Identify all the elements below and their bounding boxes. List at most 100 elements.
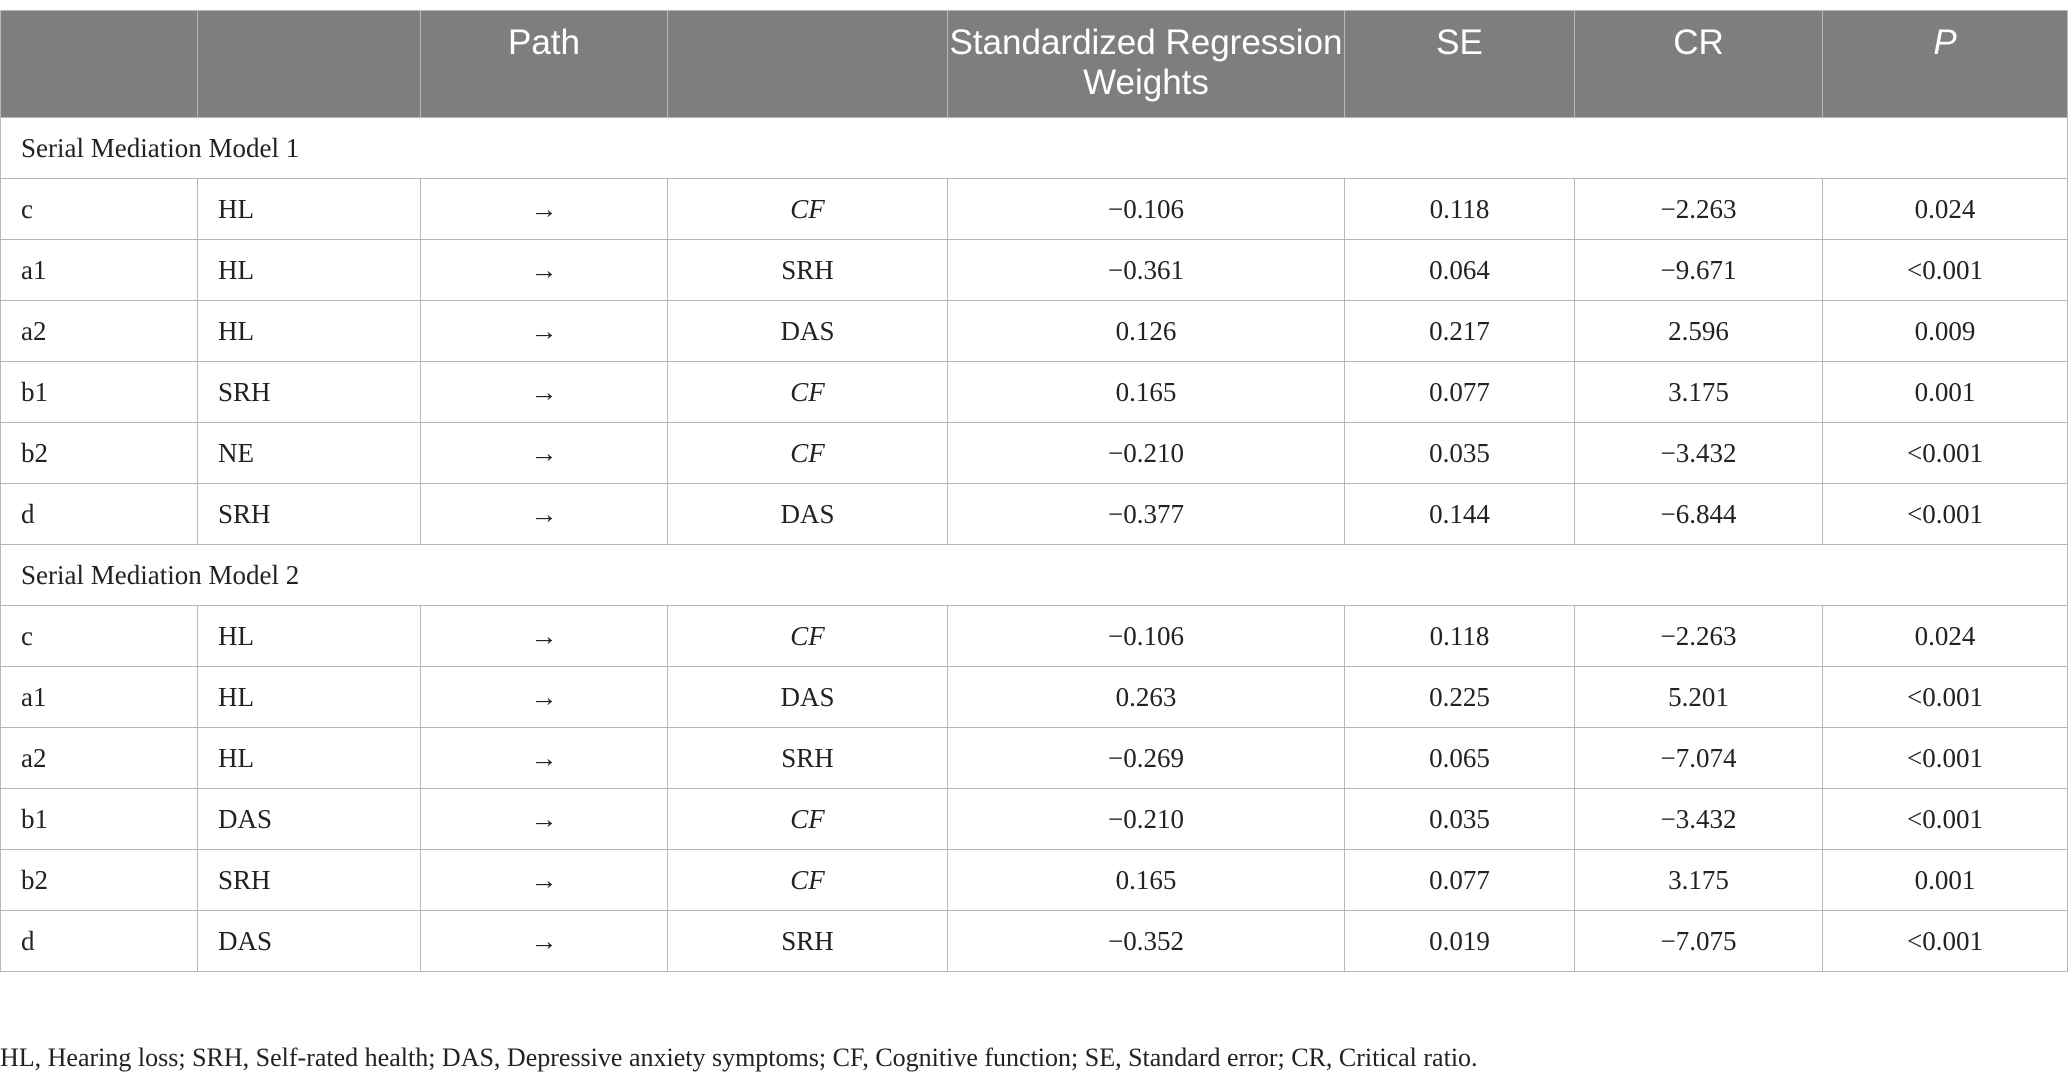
p-cell: <0.001 bbox=[1822, 910, 2068, 972]
results-table: Path Standardized Regression Weights SE … bbox=[0, 10, 2068, 972]
to-variable-cell: DAS bbox=[667, 483, 948, 545]
arrow-cell: → bbox=[420, 605, 668, 667]
table-row: b2 SRH → CF 0.165 0.077 3.175 0.001 bbox=[0, 849, 2068, 911]
path-label-cell: b2 bbox=[0, 422, 198, 484]
section-row-model-2: Serial Mediation Model 2 bbox=[0, 544, 2068, 606]
weight-cell: 0.165 bbox=[947, 849, 1345, 911]
table-row: a2 HL → SRH −0.269 0.065 −7.074 <0.001 bbox=[0, 727, 2068, 789]
arrow-cell: → bbox=[420, 361, 668, 423]
cr-cell: −2.263 bbox=[1574, 178, 1823, 240]
to-variable-cell: DAS bbox=[667, 666, 948, 728]
section-title: Serial Mediation Model 2 bbox=[0, 544, 2068, 606]
cr-cell: −6.844 bbox=[1574, 483, 1823, 545]
weight-cell: −0.210 bbox=[947, 422, 1345, 484]
from-variable-cell: NE bbox=[197, 422, 421, 484]
to-variable-cell: CF bbox=[667, 849, 948, 911]
from-variable-cell: HL bbox=[197, 300, 421, 362]
weight-cell: 0.126 bbox=[947, 300, 1345, 362]
header-cell-to bbox=[667, 10, 948, 118]
weight-cell: −0.361 bbox=[947, 239, 1345, 301]
to-variable-cell: CF bbox=[667, 361, 948, 423]
cr-cell: −3.432 bbox=[1574, 422, 1823, 484]
table-row: c HL → CF −0.106 0.118 −2.263 0.024 bbox=[0, 605, 2068, 667]
from-variable-cell: DAS bbox=[197, 788, 421, 850]
path-label-cell: a1 bbox=[0, 666, 198, 728]
p-cell: <0.001 bbox=[1822, 422, 2068, 484]
table-row: b2 NE → CF −0.210 0.035 −3.432 <0.001 bbox=[0, 422, 2068, 484]
p-cell: <0.001 bbox=[1822, 239, 2068, 301]
arrow-cell: → bbox=[420, 910, 668, 972]
se-cell: 0.035 bbox=[1344, 788, 1575, 850]
from-variable-cell: HL bbox=[197, 239, 421, 301]
section-row-model-1: Serial Mediation Model 1 bbox=[0, 117, 2068, 179]
weight-cell: −0.269 bbox=[947, 727, 1345, 789]
path-label-cell: b1 bbox=[0, 788, 198, 850]
header-cell-from bbox=[197, 10, 421, 118]
p-cell: 0.024 bbox=[1822, 178, 2068, 240]
se-cell: 0.065 bbox=[1344, 727, 1575, 789]
table-row: d DAS → SRH −0.352 0.019 −7.075 <0.001 bbox=[0, 910, 2068, 972]
p-cell: <0.001 bbox=[1822, 666, 2068, 728]
table-row: a2 HL → DAS 0.126 0.217 2.596 0.009 bbox=[0, 300, 2068, 362]
table-row: a1 HL → SRH −0.361 0.064 −9.671 <0.001 bbox=[0, 239, 2068, 301]
to-variable-cell: CF bbox=[667, 788, 948, 850]
cr-cell: 3.175 bbox=[1574, 849, 1823, 911]
se-cell: 0.144 bbox=[1344, 483, 1575, 545]
cr-cell: 2.596 bbox=[1574, 300, 1823, 362]
weight-cell: −0.106 bbox=[947, 178, 1345, 240]
path-label-cell: d bbox=[0, 483, 198, 545]
table-row: d SRH → DAS −0.377 0.144 −6.844 <0.001 bbox=[0, 483, 2068, 545]
path-label-cell: b1 bbox=[0, 361, 198, 423]
table-row: a1 HL → DAS 0.263 0.225 5.201 <0.001 bbox=[0, 666, 2068, 728]
header-cell-p: P bbox=[1822, 10, 2068, 118]
cr-cell: −7.075 bbox=[1574, 910, 1823, 972]
se-cell: 0.035 bbox=[1344, 422, 1575, 484]
path-label-cell: b2 bbox=[0, 849, 198, 911]
cr-cell: 3.175 bbox=[1574, 361, 1823, 423]
arrow-cell: → bbox=[420, 239, 668, 301]
cr-cell: 5.201 bbox=[1574, 666, 1823, 728]
header-cell-weights: Standardized Regression Weights bbox=[947, 10, 1345, 118]
cr-cell: −7.074 bbox=[1574, 727, 1823, 789]
from-variable-cell: SRH bbox=[197, 483, 421, 545]
cr-cell: −2.263 bbox=[1574, 605, 1823, 667]
from-variable-cell: SRH bbox=[197, 361, 421, 423]
se-cell: 0.118 bbox=[1344, 178, 1575, 240]
arrow-cell: → bbox=[420, 666, 668, 728]
p-cell: <0.001 bbox=[1822, 727, 2068, 789]
arrow-cell: → bbox=[420, 849, 668, 911]
p-cell: <0.001 bbox=[1822, 788, 2068, 850]
header-cell-label bbox=[0, 10, 198, 118]
from-variable-cell: HL bbox=[197, 605, 421, 667]
se-cell: 0.064 bbox=[1344, 239, 1575, 301]
to-variable-cell: CF bbox=[667, 178, 948, 240]
se-cell: 0.225 bbox=[1344, 666, 1575, 728]
p-cell: <0.001 bbox=[1822, 483, 2068, 545]
cr-cell: −9.671 bbox=[1574, 239, 1823, 301]
arrow-cell: → bbox=[420, 727, 668, 789]
to-variable-cell: SRH bbox=[667, 727, 948, 789]
table-footnote: HL, Hearing loss; SRH, Self-rated health… bbox=[0, 1043, 1478, 1072]
p-cell: 0.001 bbox=[1822, 849, 2068, 911]
from-variable-cell: SRH bbox=[197, 849, 421, 911]
path-label-cell: a2 bbox=[0, 300, 198, 362]
header-cell-se: SE bbox=[1344, 10, 1575, 118]
table-row: b1 DAS → CF −0.210 0.035 −3.432 <0.001 bbox=[0, 788, 2068, 850]
to-variable-cell: SRH bbox=[667, 910, 948, 972]
path-label-cell: c bbox=[0, 178, 198, 240]
arrow-cell: → bbox=[420, 178, 668, 240]
p-cell: 0.009 bbox=[1822, 300, 2068, 362]
to-variable-cell: SRH bbox=[667, 239, 948, 301]
header-row: Path Standardized Regression Weights SE … bbox=[0, 10, 2068, 118]
arrow-cell: → bbox=[420, 788, 668, 850]
path-label-cell: c bbox=[0, 605, 198, 667]
arrow-cell: → bbox=[420, 300, 668, 362]
to-variable-cell: CF bbox=[667, 422, 948, 484]
weight-cell: −0.210 bbox=[947, 788, 1345, 850]
from-variable-cell: DAS bbox=[197, 910, 421, 972]
table-row: b1 SRH → CF 0.165 0.077 3.175 0.001 bbox=[0, 361, 2068, 423]
arrow-cell: → bbox=[420, 422, 668, 484]
header-cell-path: Path bbox=[420, 10, 668, 118]
path-label-cell: a2 bbox=[0, 727, 198, 789]
to-variable-cell: CF bbox=[667, 605, 948, 667]
